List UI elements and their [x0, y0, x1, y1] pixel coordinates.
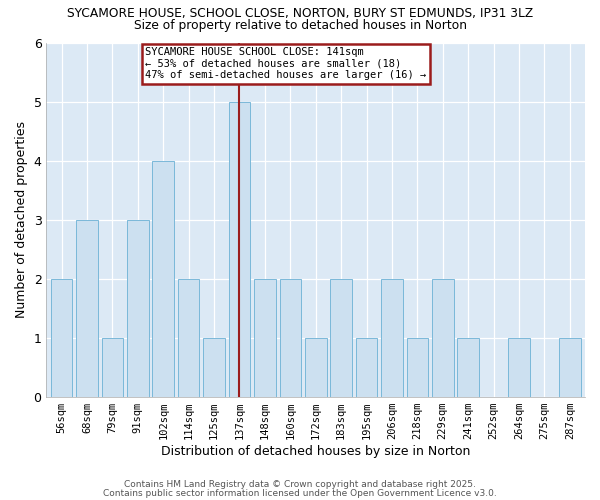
X-axis label: Distribution of detached houses by size in Norton: Distribution of detached houses by size … [161, 444, 470, 458]
Bar [127, 220, 149, 396]
Bar [229, 102, 250, 397]
Bar [254, 278, 275, 396]
Bar [76, 220, 98, 396]
Bar [457, 338, 479, 396]
Text: Contains public sector information licensed under the Open Government Licence v3: Contains public sector information licen… [103, 488, 497, 498]
Bar [432, 278, 454, 396]
Bar [356, 338, 377, 396]
Bar [331, 278, 352, 396]
Y-axis label: Number of detached properties: Number of detached properties [15, 121, 28, 318]
Bar [280, 278, 301, 396]
Bar [559, 338, 581, 396]
Text: SYCAMORE HOUSE, SCHOOL CLOSE, NORTON, BURY ST EDMUNDS, IP31 3LZ: SYCAMORE HOUSE, SCHOOL CLOSE, NORTON, BU… [67, 8, 533, 20]
Bar [152, 160, 174, 396]
Bar [51, 278, 73, 396]
Bar [203, 338, 225, 396]
Bar [508, 338, 530, 396]
Bar [305, 338, 326, 396]
Bar [381, 278, 403, 396]
Bar [178, 278, 199, 396]
Bar [407, 338, 428, 396]
Bar [101, 338, 123, 396]
Text: Size of property relative to detached houses in Norton: Size of property relative to detached ho… [133, 18, 467, 32]
Text: Contains HM Land Registry data © Crown copyright and database right 2025.: Contains HM Land Registry data © Crown c… [124, 480, 476, 489]
Text: SYCAMORE HOUSE SCHOOL CLOSE: 141sqm
← 53% of detached houses are smaller (18)
47: SYCAMORE HOUSE SCHOOL CLOSE: 141sqm ← 53… [145, 47, 427, 80]
